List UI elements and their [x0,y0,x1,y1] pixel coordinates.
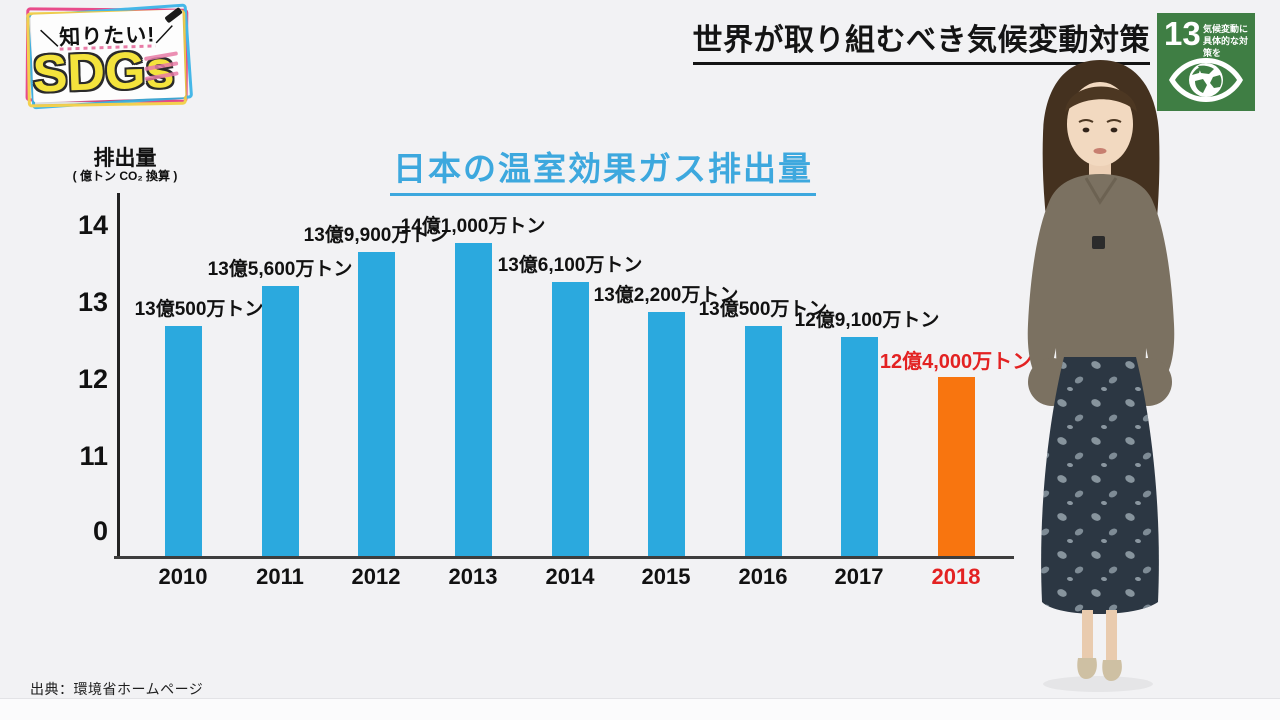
y-tick-14: 14 [77,210,108,240]
logo-card: ＼知りたい!／ SDGs [30,6,186,104]
y-tick-11: 11 [79,441,108,471]
x-tick-2018: 2018 [931,564,981,589]
x-tick-2011: 2011 [256,564,304,589]
x-axis-line [114,556,1014,559]
studio-floor [0,698,1280,720]
chart-title: 日本の温室効果ガス排出量 [390,142,816,196]
x-tick-2013: 2013 [448,564,498,589]
y-axis-line [117,193,120,557]
topic-heading: 世界が取り組むべき気候変動対策 [692,15,1150,65]
x-tick-2012: 2012 [351,564,401,589]
value-label-2015: 13億2,200万トン [593,285,739,306]
x-tick-2016: 2016 [738,564,788,589]
sdg-goal-label: 気候変動に 具体的な対策を [1203,24,1249,59]
bar-2013 [454,243,492,556]
logo-title: SDGs [31,40,176,104]
sdg-goal-number: 13 [1164,15,1201,52]
bar-2016 [744,326,782,556]
bar-2010 [164,326,202,556]
y-tick-0: 0 [92,516,108,546]
y-axis-unit: ( 億トン CO₂ 換算 ) [72,169,178,183]
sdg-goal-13-badge: 13 気候変動に 具体的な対策を [1157,13,1255,111]
presenter-photo [1027,60,1175,692]
value-label-2010: 13億500万トン [134,299,264,320]
y-tick-13: 13 [77,287,108,317]
bar-2018 [937,377,975,556]
eye-globe-icon [1169,58,1243,102]
source-credit: 出典：環境省ホームページ [30,681,204,697]
show-logo: ＼知りたい!／ SDGs [22,3,194,111]
bar-2011 [261,286,299,556]
value-label-2018: 12億4,000万トン [879,351,1033,373]
value-label-2014: 13億6,100万トン [497,255,643,276]
value-label-2016: 13億500万トン [698,299,828,320]
value-label-2013: 14億1,000万トン [400,216,546,237]
value-label-2012: 13億9,900万トン [303,225,449,246]
bar-2017 [840,337,878,556]
value-label-2011: 13億5,600万トン [207,259,353,280]
x-tick-2017: 2017 [834,564,884,589]
x-tick-2015: 2015 [641,564,691,589]
bar-2014 [551,282,589,556]
value-label-2017: 12億9,100万トン [794,310,940,331]
x-tick-2014: 2014 [545,564,595,589]
bar-2012 [357,252,395,556]
x-tick-2010: 2010 [158,564,208,589]
y-tick-12: 12 [77,364,108,394]
bar-2015 [647,312,685,556]
y-axis-label: 排出量 [93,147,157,170]
